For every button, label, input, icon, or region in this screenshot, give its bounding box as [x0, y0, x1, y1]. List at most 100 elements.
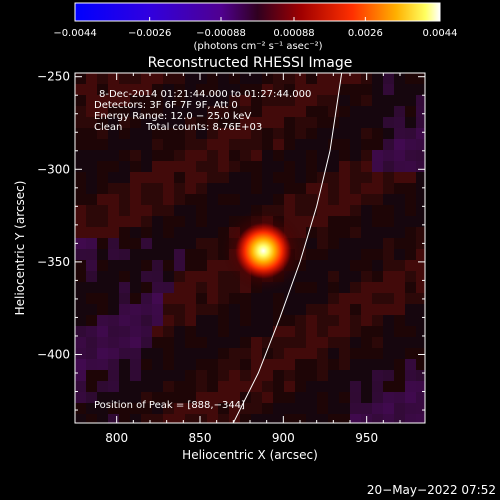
mottle-cell: [328, 359, 340, 371]
mottle-cell: [130, 128, 142, 140]
mottle-cell: [108, 282, 120, 294]
mottle-cell: [130, 337, 142, 349]
mottle-cell: [328, 403, 340, 415]
mottle-cell: [196, 392, 208, 404]
mottle-cell: [163, 337, 175, 349]
mottle-cell: [185, 337, 197, 349]
mottle-cell: [339, 216, 351, 228]
mottle-cell: [174, 172, 186, 184]
mottle-cell: [383, 161, 395, 173]
mottle-cell: [218, 381, 230, 393]
mottle-cell: [361, 359, 373, 371]
mottle-cell: [229, 128, 241, 140]
mottle-cell: [240, 73, 252, 85]
mottle-cell: [306, 249, 318, 261]
mottle-cell: [262, 106, 274, 118]
mottle-cell: [86, 315, 98, 327]
mottle-cell: [218, 194, 230, 206]
mottle-cell: [394, 128, 406, 140]
mottle-cell: [317, 161, 329, 173]
mottle-cell: [75, 249, 87, 261]
mottle-cell: [317, 370, 329, 382]
mottle-cell: [361, 337, 373, 349]
mottle-cell: [130, 260, 142, 272]
mottle-cell: [416, 106, 425, 118]
mottle-cell: [152, 183, 164, 195]
mottle-cell: [141, 183, 153, 195]
mottle-cell: [97, 337, 109, 349]
mottle-cell: [284, 128, 296, 140]
mottle-cell: [196, 73, 208, 85]
mottle-cell: [350, 183, 362, 195]
mottle-cell: [130, 293, 142, 305]
mottle-cell: [405, 205, 417, 217]
mottle-cell: [339, 205, 351, 217]
mottle-cell: [339, 73, 351, 85]
mottle-cell: [372, 249, 384, 261]
mottle-cell: [141, 282, 153, 294]
mottle-cell: [196, 337, 208, 349]
mottle-cell: [207, 381, 219, 393]
mottle-cell: [229, 392, 241, 404]
mottle-cell: [218, 84, 230, 96]
mottle-cell: [405, 238, 417, 250]
mottle-cell: [97, 348, 109, 360]
mottle-cell: [394, 216, 406, 228]
colorbar-tick-label: 0.00088: [273, 28, 314, 39]
mottle-cell: [383, 172, 395, 184]
mottle-cell: [372, 161, 384, 173]
mottle-cell: [130, 172, 142, 184]
mottle-cell: [405, 315, 417, 327]
mottle-cell: [86, 139, 98, 151]
mottle-cell: [372, 414, 384, 423]
mottle-cell: [75, 117, 87, 129]
mottle-cell: [240, 117, 252, 129]
mottle-cell: [75, 150, 87, 162]
mottle-cell: [394, 73, 406, 85]
mottle-cell: [174, 216, 186, 228]
mottle-cell: [141, 161, 153, 173]
mottle-cell: [97, 282, 109, 294]
mottle-cell: [163, 326, 175, 338]
mottle-cell: [97, 370, 109, 382]
mottle-cell: [174, 117, 186, 129]
mottle-cell: [306, 117, 318, 129]
mottle-cell: [141, 172, 153, 184]
mottle-cell: [251, 183, 263, 195]
mottle-cell: [262, 117, 274, 129]
mottle-cell: [240, 315, 252, 327]
mottle-cell: [207, 271, 219, 283]
mottle-cell: [273, 293, 285, 305]
mottle-cell: [361, 304, 373, 316]
mottle-cell: [262, 73, 274, 85]
mottle-cell: [350, 227, 362, 239]
mottle-cell: [350, 194, 362, 206]
mottle-cell: [251, 172, 263, 184]
mottle-cell: [196, 348, 208, 360]
mottle-cell: [394, 84, 406, 96]
mottle-cell: [141, 337, 153, 349]
mottle-cell: [361, 392, 373, 404]
mottle-cell: [185, 293, 197, 305]
mottle-cell: [130, 84, 142, 96]
mottle-cell: [218, 348, 230, 360]
mottle-cell: [251, 359, 263, 371]
mottle-cell: [350, 238, 362, 250]
mottle-cell: [251, 304, 263, 316]
mottle-cell: [141, 95, 153, 107]
mottle-cell: [86, 117, 98, 129]
mottle-cell: [372, 139, 384, 151]
mottle-cell: [163, 348, 175, 360]
mottle-cell: [273, 128, 285, 140]
mottle-cell: [86, 326, 98, 338]
mottle-cell: [130, 359, 142, 371]
mottle-cell: [240, 381, 252, 393]
mottle-cell: [372, 128, 384, 140]
mottle-cell: [185, 370, 197, 382]
mottle-cell: [361, 381, 373, 393]
mottle-cell: [119, 106, 131, 118]
mottle-cell: [350, 392, 362, 404]
mottle-cell: [108, 381, 120, 393]
mottle-cell: [350, 381, 362, 393]
mottle-cell: [152, 381, 164, 393]
